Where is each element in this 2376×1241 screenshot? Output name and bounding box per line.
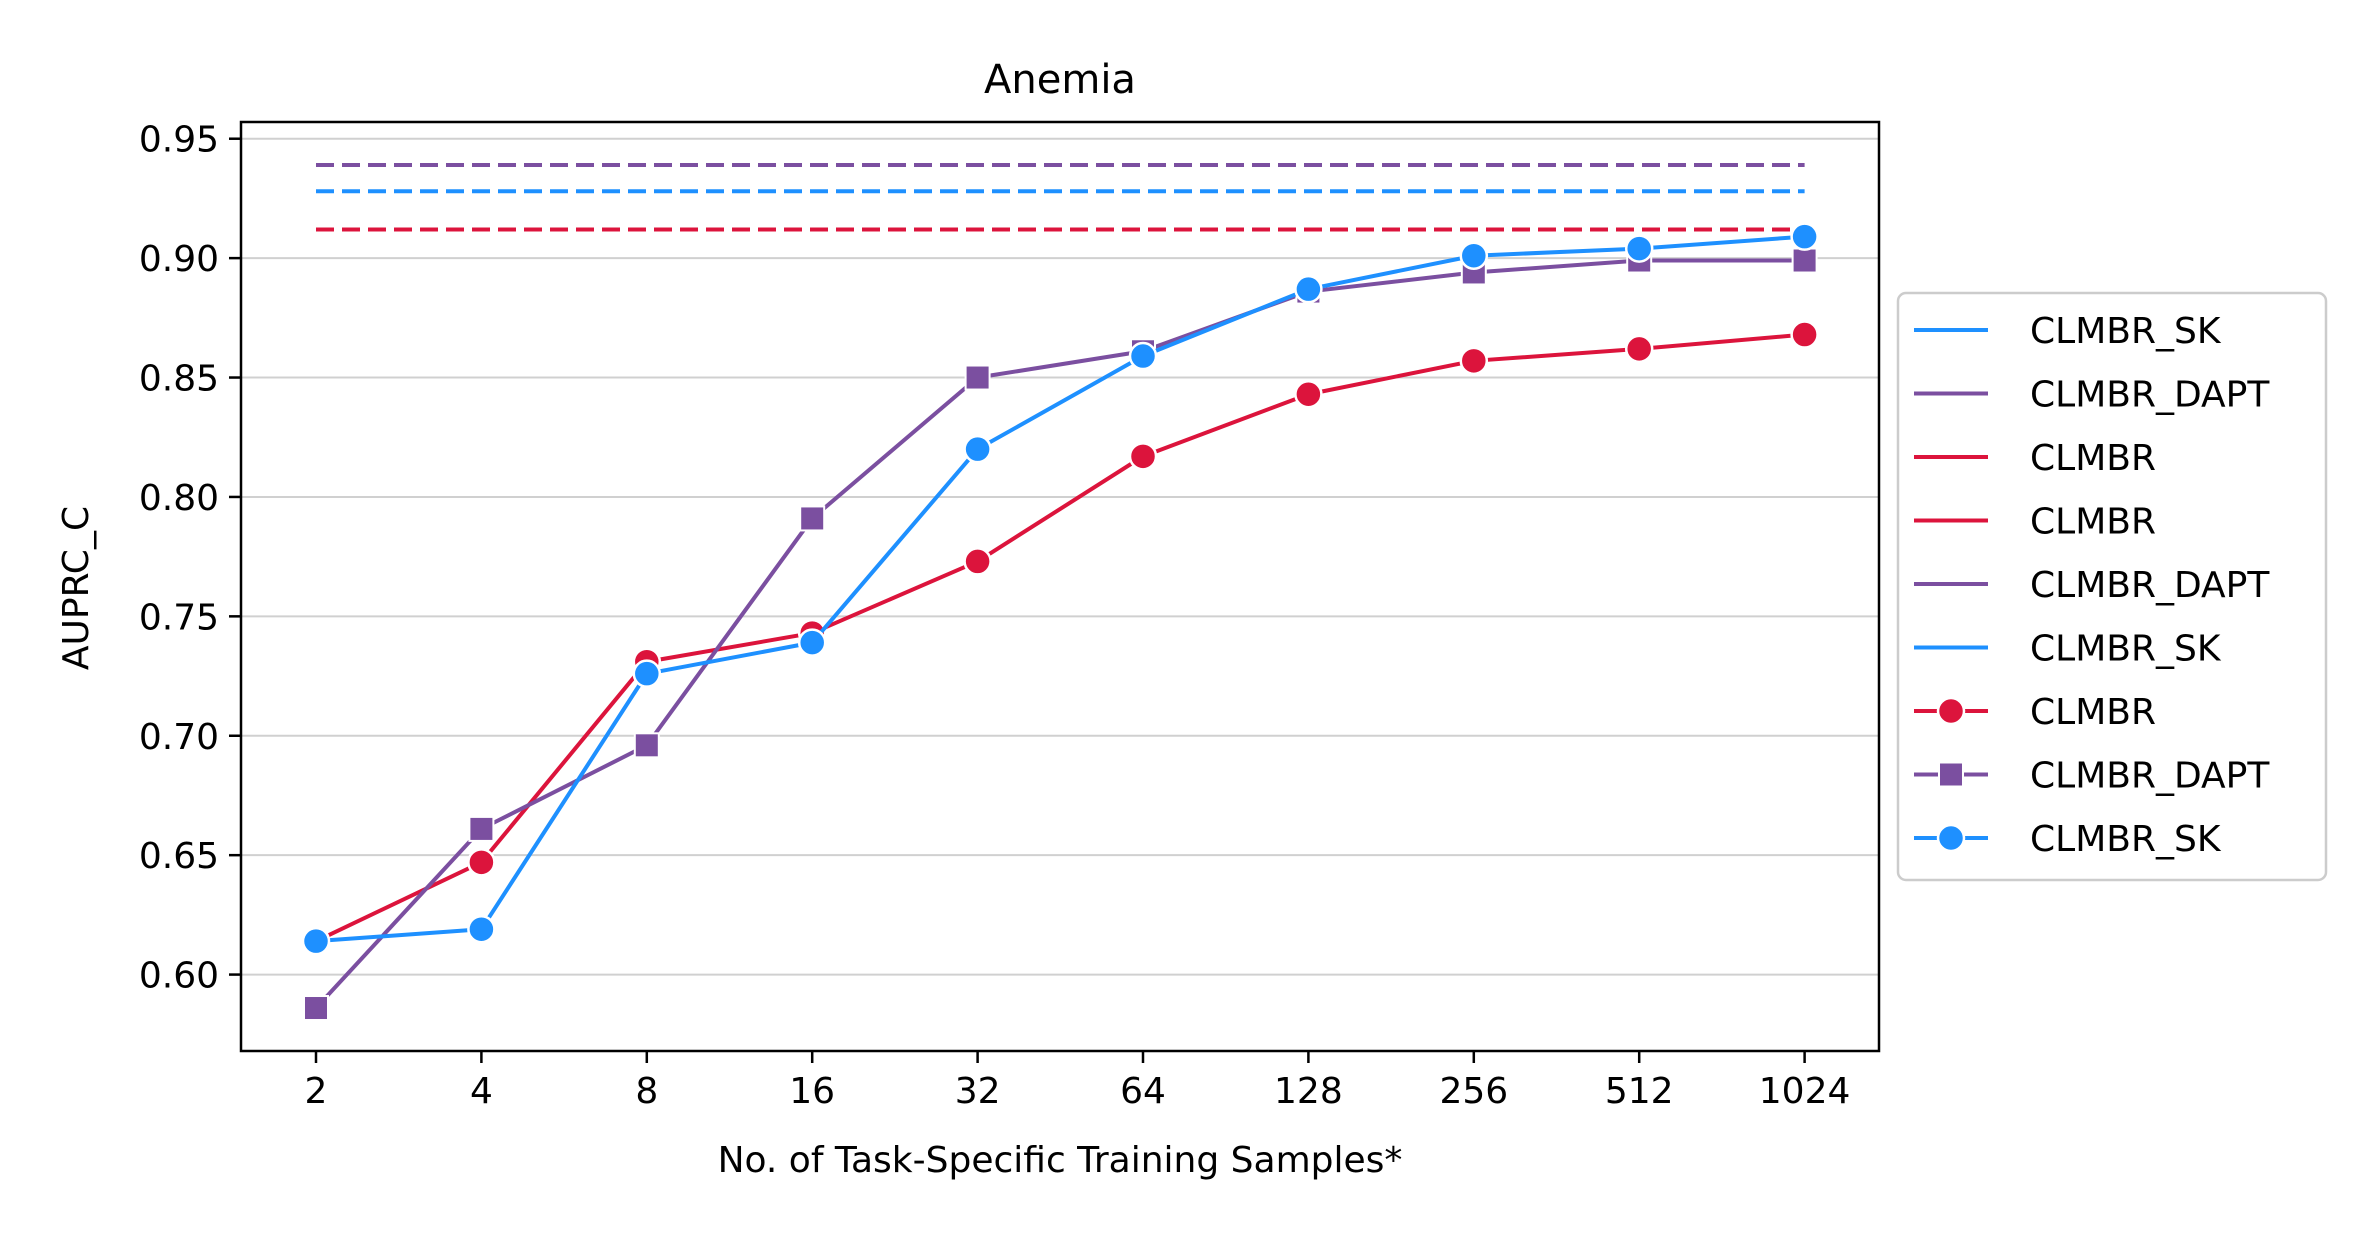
y-axis-label: AUPRC_C [56,506,97,670]
chart-title: Anemia [984,57,1136,103]
legend-label: CLMBR_DAPT [2030,375,2270,416]
legend-label: CLMBR_SK [2030,629,2222,670]
data-point-clmbr [1790,320,1819,349]
x-tick-label: 32 [955,1071,1001,1112]
data-point-clmbr [1624,334,1654,364]
data-point-clmbr [1294,380,1323,409]
data-point-clmbr [1459,346,1489,376]
data-point-clmbr-sk [963,434,992,464]
y-tick-label: 0.95 [139,120,219,161]
x-tick-label: 16 [789,1071,835,1112]
legend-label: CLMBR_SK [2030,819,2222,860]
legend-marker [1936,696,1966,726]
x-tick-label: 4 [470,1071,493,1112]
legend-label: CLMBR_DAPT [2030,565,2270,606]
data-point-clmbr-sk [1459,241,1489,270]
legend-marker [1936,823,1966,853]
y-tick-label: 0.80 [139,478,219,519]
x-axis: 2 4 8 16 32 64 128 256 512 1024 [305,1051,1851,1112]
data-point-clmbr-sk [1294,274,1323,304]
data-point-clmbr [1128,442,1158,471]
legend-marker [1938,761,1964,788]
data-point-clmbr-sk [467,914,496,944]
data-point-clmbr-dapt [468,815,495,842]
data-point-clmbr-dapt [303,995,329,1022]
legend-label: CLMBR_DAPT [2030,756,2270,797]
x-axis-label: No. of Task-Specific Training Samples* [718,1140,1403,1181]
data-point-clmbr-dapt [799,505,826,532]
data-point-clmbr-sk [632,659,662,688]
reference-lines [316,162,1805,232]
data-point-clmbr [467,848,496,877]
y-tick-label: 0.70 [139,717,219,758]
grid-lines [241,137,1879,976]
x-tick-label: 64 [1120,1071,1166,1112]
data-point-clmbr-sk [301,926,331,956]
data-point-clmbr-dapt [633,732,660,759]
x-tick-label: 1024 [1759,1071,1851,1112]
legend: CLMBR_SK CLMBR_DAPT CLMBR CLMBR CLMBR_DAPT CL… [1896,291,2328,882]
legend-label: CLMBR [2030,438,2156,479]
data-point-clmbr-dapt [1791,247,1818,274]
series-lines [301,222,1819,1022]
x-tick-label: 128 [1274,1071,1343,1112]
y-tick-label: 0.65 [139,836,219,877]
y-tick-label: 0.90 [139,239,219,280]
data-point-clmbr [963,547,992,576]
x-tick-label: 256 [1439,1071,1508,1112]
data-point-clmbr-sk [1128,341,1158,371]
plot-area-frame [239,120,1881,1053]
x-tick-label: 2 [305,1071,328,1112]
data-point-clmbr-sk [1790,222,1819,251]
y-tick-label: 0.85 [139,359,219,400]
legend-label: CLMBR_SK [2030,311,2222,352]
y-tick-label: 0.60 [139,956,219,997]
series-line-clmbr [315,332,1805,943]
series-line-clmbr-sk [315,234,1805,944]
x-tick-label: 512 [1605,1071,1674,1112]
data-point-clmbr-sk [797,628,827,657]
data-point-clmbr-sk [1624,234,1654,263]
legend-box [1896,291,2328,882]
data-point-clmbr-dapt [964,364,991,391]
y-axis: 0.60 0.65 0.70 0.75 0.80 0.85 0.90 0.95 [139,120,241,997]
series-line-clmbr-dapt [314,258,1805,1010]
legend-label: CLMBR [2030,692,2156,733]
y-tick-label: 0.75 [139,597,219,638]
x-tick-label: 8 [635,1071,658,1112]
legend-label: CLMBR [2030,502,2156,543]
